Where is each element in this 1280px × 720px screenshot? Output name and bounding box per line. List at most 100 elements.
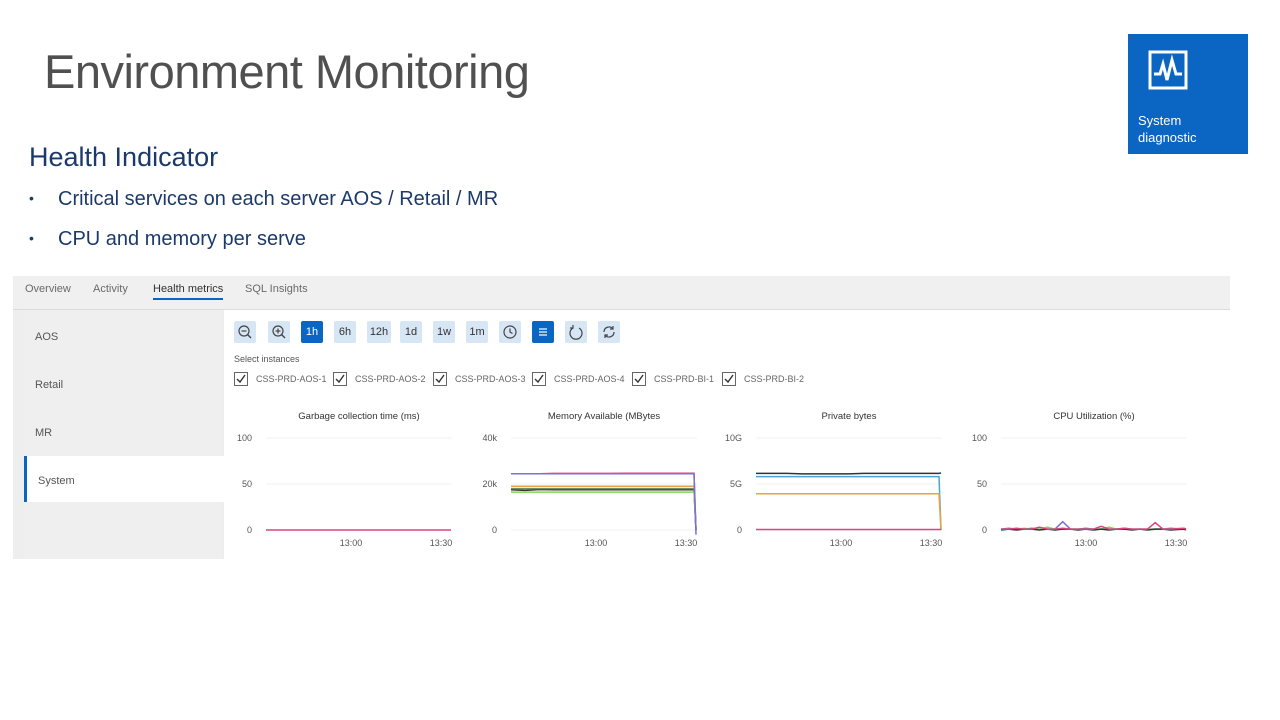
- checkbox-checked-icon: [722, 372, 736, 386]
- list-icon: [539, 328, 547, 336]
- y-tick-label: 10G: [725, 433, 742, 443]
- system-diagnostic-tile[interactable]: System diagnostic: [1128, 34, 1248, 154]
- instance-label: CSS-PRD-AOS-4: [554, 374, 625, 384]
- tab-sql-insights[interactable]: SQL Insights: [245, 283, 308, 295]
- reset-icon: [569, 325, 583, 340]
- instance-checkbox[interactable]: CSS-PRD-BI-2: [722, 372, 804, 386]
- sidebar-item-aos[interactable]: AOS: [24, 312, 222, 358]
- tile-label-line2: diagnostic: [1138, 130, 1197, 145]
- range-1d-button[interactable]: 1d: [400, 321, 422, 343]
- y-tick-label: 100: [237, 433, 252, 443]
- y-tick-label: 5G: [730, 479, 742, 489]
- sidebar: AOS Retail MR System: [24, 310, 225, 559]
- sidebar-item-label: AOS: [35, 331, 59, 343]
- instance-checkbox[interactable]: CSS-PRD-BI-1: [632, 372, 714, 386]
- y-tick-label: 20k: [482, 479, 497, 489]
- instance-label: CSS-PRD-AOS-1: [256, 374, 327, 384]
- range-1h-button[interactable]: 1h: [301, 321, 323, 343]
- tab-activity[interactable]: Activity: [93, 283, 128, 295]
- select-instances-label: Select instances: [234, 354, 300, 364]
- x-tick-label: 13:00: [340, 538, 363, 548]
- x-tick-label: 13:00: [830, 538, 853, 548]
- zoom-in-button[interactable]: [268, 321, 290, 343]
- chart-title: Garbage collection time (ms): [298, 411, 419, 422]
- y-tick-label: 100: [972, 433, 987, 443]
- x-tick-label: 13:00: [585, 538, 608, 548]
- range-6h-button[interactable]: 6h: [334, 321, 356, 343]
- slide-title: Environment Monitoring: [44, 45, 530, 98]
- bullet-dot: •: [29, 190, 34, 206]
- checkbox-checked-icon: [632, 372, 646, 386]
- y-tick-label: 0: [737, 525, 742, 535]
- list-view-button[interactable]: [532, 321, 554, 343]
- x-tick-label: 13:30: [430, 538, 453, 548]
- instance-label: CSS-PRD-AOS-3: [455, 374, 526, 384]
- series-line: [511, 491, 697, 531]
- y-tick-label: 0: [247, 525, 252, 535]
- checkbox-checked-icon: [532, 372, 546, 386]
- instance-checkbox[interactable]: CSS-PRD-AOS-4: [532, 372, 625, 386]
- chart-title: CPU Utilization (%): [1053, 411, 1134, 422]
- series-line: [756, 475, 942, 531]
- series-line: [1001, 521, 1187, 530]
- sidebar-item-retail[interactable]: Retail: [24, 360, 222, 406]
- chart-cpu-utilization: CPU Utilization (%) 100 50 0 13:00 13:30: [972, 411, 1188, 548]
- clock-icon: [503, 325, 517, 339]
- y-tick-label: 0: [492, 525, 497, 535]
- instance-checkbox[interactable]: CSS-PRD-AOS-3: [433, 372, 526, 386]
- range-1m-button[interactable]: 1m: [466, 321, 488, 343]
- instance-label: CSS-PRD-BI-2: [744, 374, 805, 384]
- x-tick-label: 13:00: [1075, 538, 1098, 548]
- checkbox-checked-icon: [234, 372, 248, 386]
- instance-checkbox[interactable]: CSS-PRD-AOS-1: [234, 372, 327, 386]
- tab-health-metrics[interactable]: Health metrics: [153, 283, 224, 300]
- instance-checkbox[interactable]: CSS-PRD-AOS-2: [333, 372, 426, 386]
- zoom-out-button[interactable]: [234, 321, 256, 343]
- series-line: [511, 472, 697, 531]
- bullet-dot: •: [29, 230, 34, 246]
- refresh-icon: [603, 326, 615, 338]
- y-tick-label: 0: [982, 525, 987, 535]
- bullet-item: • CPU and memory per serve: [29, 228, 306, 251]
- chart-memory-available: Memory Available (MBytes 40k 20k 0 13:00 13:3…: [482, 411, 698, 548]
- sidebar-item-label: MR: [35, 427, 53, 439]
- refresh-button[interactable]: [598, 321, 620, 343]
- sidebar-item-label: System: [38, 475, 75, 487]
- reset-button[interactable]: [565, 321, 587, 343]
- y-tick-label: 50: [977, 479, 987, 489]
- bullet-text: Critical services on each server AOS / R…: [58, 188, 499, 210]
- series-line: [756, 492, 942, 531]
- tab-overview[interactable]: Overview: [25, 283, 71, 295]
- tile-label-line1: System: [1138, 113, 1182, 128]
- sidebar-item-mr[interactable]: MR: [24, 408, 222, 454]
- y-tick-label: 50: [242, 479, 252, 489]
- checkbox-checked-icon: [333, 372, 347, 386]
- series-line: [511, 485, 697, 531]
- range-12h-button[interactable]: 12h: [367, 321, 391, 343]
- checkbox-checked-icon: [433, 372, 447, 386]
- chart-gc-time: Garbage collection time (ms) 100 50 0 13:00 1…: [237, 411, 453, 548]
- instance-label: CSS-PRD-AOS-2: [355, 374, 426, 384]
- bullet-text: CPU and memory per serve: [58, 228, 306, 250]
- sidebar-item-label: Retail: [35, 379, 64, 391]
- chart-title: Private bytes: [822, 411, 877, 422]
- series-line: [510, 488, 697, 531]
- x-tick-label: 13:30: [920, 538, 943, 548]
- zoom-in-icon: [272, 325, 286, 339]
- range-1w-button[interactable]: 1w: [433, 321, 455, 343]
- heartbeat-monitor-icon: [1148, 50, 1188, 90]
- zoom-out-icon: [238, 325, 252, 339]
- series-line: [511, 472, 697, 535]
- instance-label: CSS-PRD-BI-1: [654, 374, 715, 384]
- series-line: [511, 487, 697, 531]
- section-heading: Health Indicator: [29, 142, 219, 172]
- series-line: [756, 472, 942, 475]
- x-tick-label: 13:30: [675, 538, 698, 548]
- chart-private-bytes: Private bytes 10G 5G 0 13:00 13:30: [725, 411, 943, 548]
- time-picker-button[interactable]: [499, 321, 521, 343]
- monitoring-panel: Overview Activity Health metrics SQL Ins…: [13, 276, 1230, 559]
- x-tick-label: 13:30: [1165, 538, 1188, 548]
- sidebar-item-system[interactable]: System: [24, 456, 225, 502]
- metrics-main: 1h 6h 12h 1d 1w 1m Select instances CSS-…: [224, 310, 1230, 559]
- y-tick-label: 40k: [482, 433, 497, 443]
